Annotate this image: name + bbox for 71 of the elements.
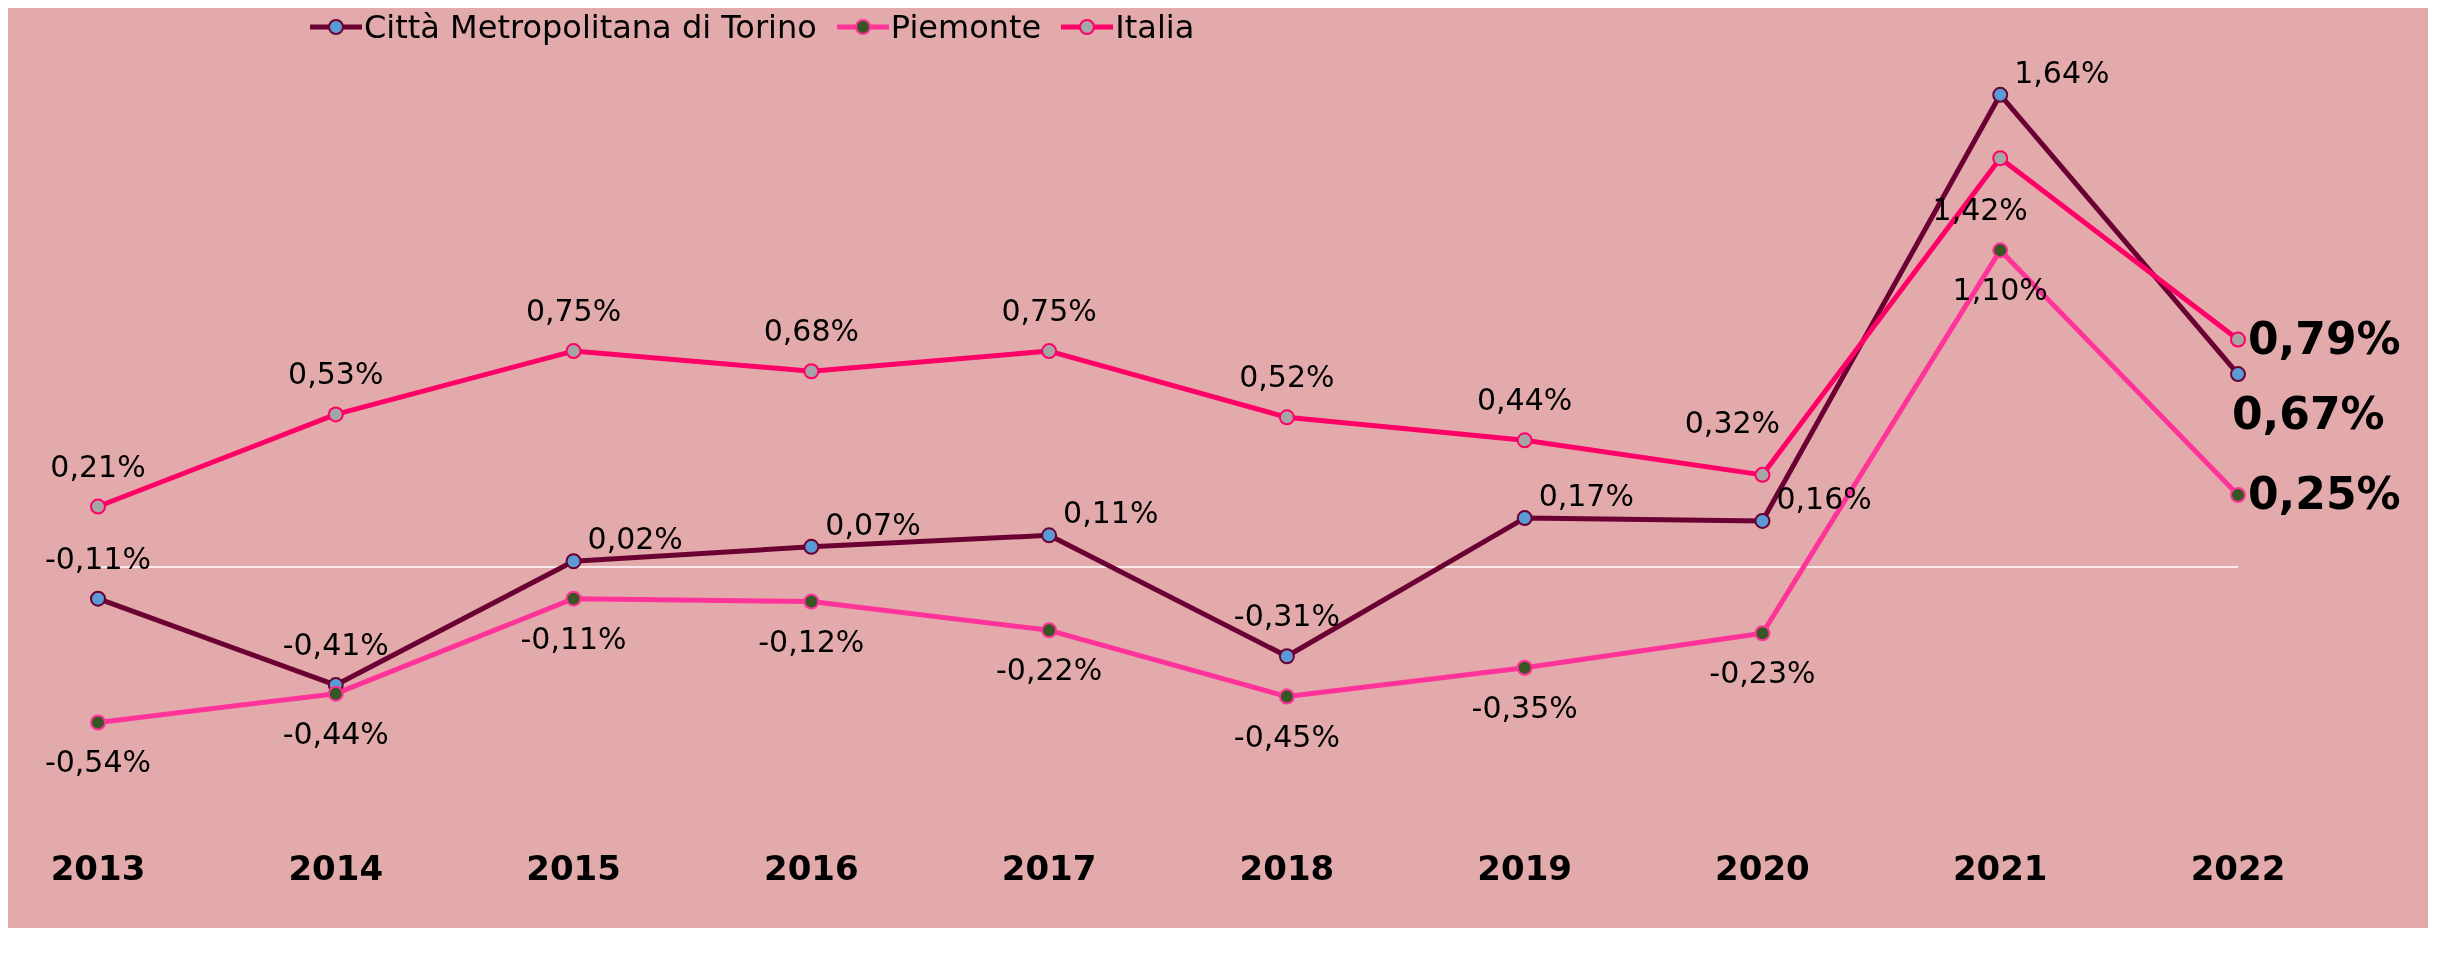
data-label: 0,67%	[2232, 388, 2385, 440]
data-label: -0,44%	[282, 715, 389, 751]
x-tick-label: 2014	[288, 848, 384, 889]
data-label: 0,16%	[1776, 480, 1872, 516]
legend-label: Italia	[1115, 8, 1195, 46]
point	[1041, 527, 1058, 544]
point	[2230, 487, 2246, 504]
data-label: 0,02%	[587, 521, 683, 557]
point	[1992, 242, 2009, 259]
x-tick-label: 2018	[1239, 848, 1335, 889]
point	[1992, 150, 2009, 167]
data-label: 0,32%	[1684, 404, 1781, 440]
data-label: 1,10%	[1952, 272, 2048, 308]
point	[1041, 622, 1058, 639]
point	[565, 590, 582, 607]
x-tick-label: 2013	[50, 848, 146, 889]
point	[327, 406, 344, 423]
point	[2230, 331, 2246, 348]
data-label: -0,54%	[44, 744, 152, 780]
data-label: 0,53%	[288, 356, 384, 392]
data-label: -0,45%	[1233, 718, 1340, 754]
point	[565, 553, 582, 570]
data-label: 0,79%	[2248, 312, 2401, 364]
point	[565, 343, 582, 360]
data-label: 0,25%	[2248, 468, 2401, 520]
data-label: 0,75%	[1001, 293, 1097, 329]
point	[1278, 688, 1295, 705]
point	[1754, 512, 1771, 529]
point	[1516, 659, 1533, 676]
point	[90, 498, 106, 515]
x-tick-label: 2017	[1001, 848, 1097, 889]
data-label: 0,07%	[825, 506, 921, 542]
x-tick-label: 2015	[526, 848, 621, 889]
point	[90, 590, 106, 607]
legend-label: Piemonte	[890, 8, 1042, 46]
data-label: -0,35%	[1471, 689, 1578, 725]
point	[1754, 625, 1771, 642]
x-tick-label: 2016	[764, 848, 859, 889]
x-tick-label: 2019	[1477, 848, 1572, 889]
data-label: -0,41%	[282, 627, 389, 663]
point	[1278, 648, 1295, 665]
point	[1041, 343, 1058, 360]
point	[1992, 86, 2009, 103]
data-label: 0,21%	[50, 448, 146, 484]
point	[90, 714, 106, 731]
x-tick-label: 2020	[1715, 848, 1810, 889]
point	[1278, 409, 1295, 426]
point	[1516, 510, 1533, 527]
data-label: -0,12%	[758, 623, 865, 659]
data-label: 0,44%	[1477, 382, 1573, 418]
data-label: 1,64%	[2014, 54, 2110, 90]
data-label: 0,52%	[1239, 359, 1335, 395]
data-label: 0,68%	[763, 313, 859, 349]
point	[803, 593, 820, 610]
data-label: -0,23%	[1709, 655, 1816, 691]
point	[1754, 466, 1771, 483]
point	[803, 363, 820, 380]
point	[2230, 366, 2246, 383]
data-label: 0,17%	[1538, 478, 1634, 514]
data-label: 0,75%	[525, 293, 622, 329]
point	[327, 685, 344, 702]
x-tick-label: 2022	[2190, 848, 2286, 889]
point	[1516, 432, 1533, 449]
data-label: -0,11%	[44, 540, 152, 576]
data-label: -0,11%	[520, 620, 627, 656]
data-label: -0,22%	[996, 652, 1103, 688]
point	[803, 538, 820, 555]
legend-label: Città Metropolitana di Torino	[364, 8, 817, 46]
x-tick-label: 2021	[1952, 848, 2048, 889]
data-label: -0,31%	[1233, 598, 1340, 634]
data-label: 0,11%	[1063, 495, 1159, 531]
